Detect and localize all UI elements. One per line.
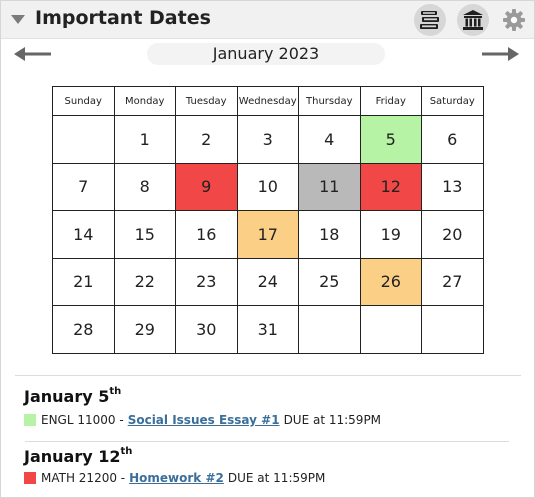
gear-icon[interactable] (502, 8, 526, 32)
calendar-day-cell[interactable]: 19 (359, 210, 422, 259)
calendar-grid: Sunday Monday Tuesday Wednesday Thursday… (52, 86, 484, 354)
calendar-day-cell[interactable]: 12 (359, 162, 422, 211)
calendar-day-cell[interactable]: 27 (421, 257, 484, 306)
event-item: ENGL 11000 - Social Issues Essay #1 DUE … (24, 413, 381, 427)
widget-header: Important Dates (1, 1, 534, 39)
calendar-day-cell[interactable]: 10 (236, 162, 299, 211)
calendar-week-row: 21 22 23 24 25 26 27 (52, 257, 484, 306)
event-due: DUE at 11:59PM (283, 413, 382, 427)
calendar-day-cell (359, 305, 422, 354)
calendar-day-cell[interactable]: 3 (236, 115, 299, 164)
event-divider (25, 441, 509, 442)
weekday-header-row: Sunday Monday Tuesday Wednesday Thursday… (52, 86, 484, 116)
event-date-text: January 5 (24, 387, 110, 406)
calendar-day-cell[interactable]: 2 (175, 115, 238, 164)
event-date-heading: January 5th (24, 385, 122, 406)
event-course: ENGL 11000 - (41, 413, 124, 427)
calendar-day-cell[interactable]: 20 (421, 210, 484, 259)
weekday-wednesday: Wednesday (236, 86, 299, 116)
calendar-day-cell[interactable]: 30 (175, 305, 238, 354)
calendar-day-cell[interactable]: 16 (175, 210, 238, 259)
next-month-arrow-icon[interactable] (481, 46, 519, 62)
calendar-day-cell[interactable]: 24 (236, 257, 299, 306)
calendar-week-row: 28 29 30 31 (52, 305, 484, 354)
calendar-day-cell[interactable]: 28 (52, 305, 115, 354)
calendar-day-cell[interactable]: 18 (298, 210, 361, 259)
weekday-sunday: Sunday (52, 86, 115, 116)
assignment-link[interactable]: Homework #2 (129, 471, 224, 485)
calendar-day-cell[interactable]: 7 (52, 162, 115, 211)
event-item: MATH 21200 - Homework #2 DUE at 11:59PM (24, 471, 325, 485)
assignment-link[interactable]: Social Issues Essay #1 (127, 413, 280, 427)
calendar-day-cell[interactable]: 14 (52, 210, 115, 259)
weekday-friday: Friday (359, 86, 422, 116)
calendar-day-cell[interactable]: 17 (236, 210, 299, 259)
calendar-day-cell[interactable]: 23 (175, 257, 238, 306)
section-divider (15, 375, 521, 376)
calendar-day-cell[interactable]: 5 (359, 115, 422, 164)
calendar-day-cell[interactable]: 11 (298, 162, 361, 211)
calendar-day-cell[interactable]: 15 (113, 210, 176, 259)
calendar-day-cell (421, 305, 484, 354)
calendar-day-cell[interactable]: 31 (236, 305, 299, 354)
books-icon[interactable] (414, 4, 446, 36)
previous-month-arrow-icon[interactable] (14, 46, 52, 62)
event-course: MATH 21200 - (41, 471, 126, 485)
calendar-week-row: 1 2 3 4 5 6 (52, 115, 484, 164)
weekday-thursday: Thursday (298, 86, 361, 116)
calendar-day-cell (52, 115, 115, 164)
calendar-day-cell[interactable]: 6 (421, 115, 484, 164)
institution-icon[interactable] (457, 4, 489, 36)
month-label: January 2023 (147, 43, 385, 65)
event-date-suffix: th (120, 445, 133, 457)
weekday-tuesday: Tuesday (175, 86, 238, 116)
calendar-day-cell[interactable]: 29 (113, 305, 176, 354)
calendar-day-cell[interactable]: 26 (359, 257, 422, 306)
weekday-monday: Monday (113, 86, 176, 116)
calendar-day-cell[interactable]: 9 (175, 162, 238, 211)
event-due: DUE at 11:59PM (227, 471, 326, 485)
collapse-triangle-icon[interactable] (11, 15, 25, 24)
calendar-week-row: 7 8 9 10 11 12 13 (52, 162, 484, 211)
calendar-day-cell[interactable]: 25 (298, 257, 361, 306)
calendar-day-cell[interactable]: 21 (52, 257, 115, 306)
widget-title: Important Dates (35, 7, 211, 29)
calendar-day-cell[interactable]: 8 (113, 162, 176, 211)
course-color-swatch (24, 414, 36, 426)
calendar-day-cell[interactable]: 4 (298, 115, 361, 164)
calendar-day-cell[interactable]: 1 (113, 115, 176, 164)
calendar-day-cell (298, 305, 361, 354)
calendar-day-cell[interactable]: 22 (113, 257, 176, 306)
weekday-saturday: Saturday (421, 86, 484, 116)
calendar-week-row: 14 15 16 17 18 19 20 (52, 210, 484, 259)
event-date-heading: January 12th (24, 445, 133, 466)
course-color-swatch (24, 472, 36, 484)
event-date-suffix: th (109, 385, 122, 397)
event-date-text: January 12 (24, 447, 121, 466)
calendar-day-cell[interactable]: 13 (421, 162, 484, 211)
